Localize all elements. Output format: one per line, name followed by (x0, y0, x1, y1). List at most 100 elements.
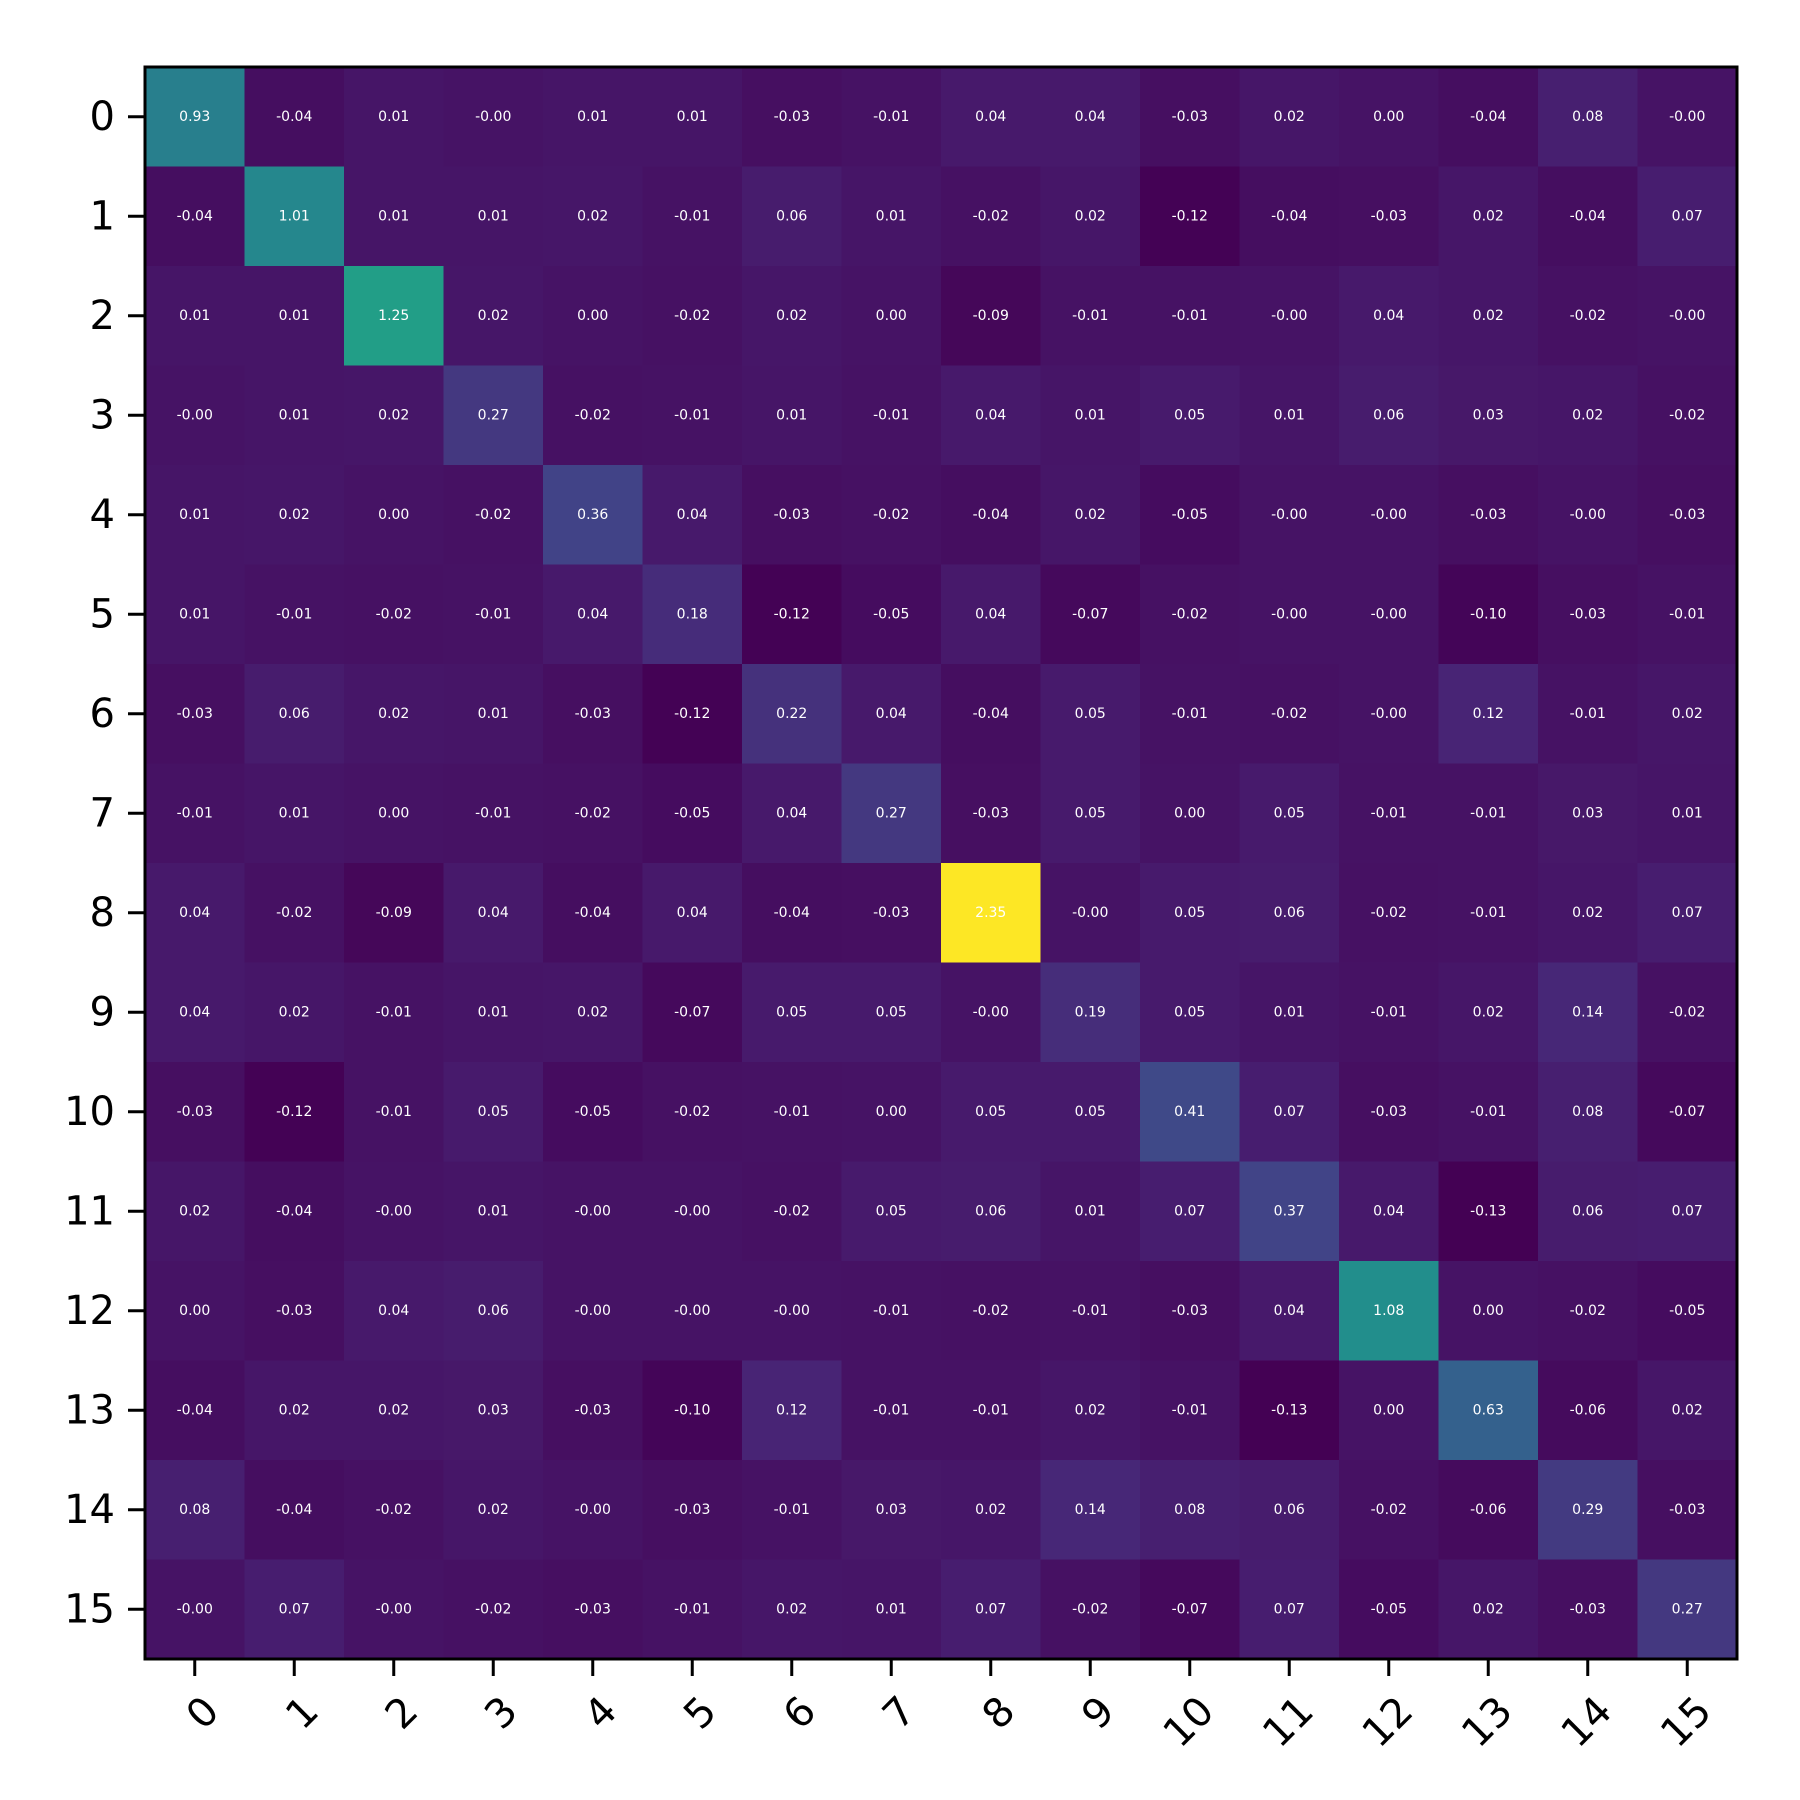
heatmap-cell (443, 1559, 544, 1660)
heatmap-cell (1637, 1360, 1738, 1461)
heatmap-cell-label: -0.01 (674, 208, 710, 224)
heatmap-cell (1239, 1360, 1340, 1461)
heatmap-cell (1538, 67, 1639, 168)
heatmap-cell-label: 0.05 (975, 1104, 1006, 1120)
heatmap-cell (1339, 1062, 1440, 1163)
heatmap-cell (941, 1360, 1042, 1461)
heatmap-cell (1637, 962, 1738, 1063)
heatmap-cell-label: 0.02 (1075, 507, 1106, 523)
heatmap-cell (1140, 664, 1241, 765)
heatmap-cell (244, 664, 345, 765)
heatmap-cell-label: 0.04 (876, 706, 907, 722)
heatmap-cell (742, 1360, 843, 1461)
heatmap-cell (1239, 465, 1340, 566)
heatmap-cell (344, 1460, 445, 1561)
heatmap-cell (1538, 763, 1639, 864)
heatmap-cell-label: 0.05 (776, 1004, 807, 1020)
heatmap-cell-label: 0.05 (876, 1203, 907, 1219)
heatmap-cell (1239, 365, 1340, 466)
y-tick-label: 1 (90, 193, 115, 239)
heatmap-cell (1538, 166, 1639, 267)
heatmap-cell-label: 0.01 (279, 308, 310, 324)
heatmap-cell (1538, 1062, 1639, 1163)
heatmap-cell (841, 962, 942, 1063)
heatmap-cell-label: 2.35 (975, 905, 1006, 921)
heatmap-cell (145, 365, 246, 466)
heatmap-cell (244, 1161, 345, 1262)
heatmap-cell-label: -0.01 (774, 1104, 810, 1120)
heatmap-cell (1239, 166, 1340, 267)
heatmap-cell (1538, 1460, 1639, 1561)
heatmap-cell (1438, 67, 1539, 168)
heatmap-cell (1538, 962, 1639, 1063)
heatmap-cell (1239, 266, 1340, 367)
heatmap-cell-label: 0.05 (876, 1004, 907, 1020)
heatmap-cell (1637, 67, 1738, 168)
heatmap-cell (1239, 1062, 1340, 1163)
heatmap-cell (1040, 664, 1141, 765)
heatmap-cell-label: 0.08 (1572, 109, 1603, 125)
heatmap-cell-label: -0.10 (1470, 606, 1506, 622)
heatmap-cell-label: 0.07 (1274, 1601, 1305, 1617)
heatmap-cell-label: 0.02 (776, 308, 807, 324)
heatmap-cell-label: 0.02 (279, 1402, 310, 1418)
heatmap-cell (742, 564, 843, 665)
heatmap-cell (1339, 1261, 1440, 1362)
heatmap-cell (1040, 166, 1141, 267)
heatmap-cell-label: -0.12 (774, 606, 810, 622)
heatmap-cell (742, 763, 843, 864)
heatmap-cell-label: 0.01 (1672, 805, 1703, 821)
heatmap-cell-label: 0.27 (1672, 1601, 1703, 1617)
heatmap-cell-label: -0.05 (1371, 1601, 1407, 1617)
heatmap-cell (1140, 1460, 1241, 1561)
heatmap-cell-label: 0.02 (179, 1203, 210, 1219)
heatmap-cell (443, 863, 544, 964)
heatmap-cell-label: 0.05 (1174, 407, 1205, 423)
heatmap-cell-label: -0.01 (1072, 1303, 1108, 1319)
heatmap-cell (1040, 1062, 1141, 1163)
heatmap-cell (1239, 1559, 1340, 1660)
heatmap-cell (1438, 1062, 1539, 1163)
heatmap-cell (642, 962, 743, 1063)
y-tick-label: 3 (90, 392, 115, 438)
heatmap-cell (1140, 1559, 1241, 1660)
heatmap-cell-label: 0.05 (1075, 805, 1106, 821)
heatmap-cell (1438, 664, 1539, 765)
heatmap-cell (1438, 1360, 1539, 1461)
heatmap-cell (742, 1559, 843, 1660)
heatmap-cell (841, 465, 942, 566)
heatmap-cell-label: -0.01 (774, 1502, 810, 1518)
heatmap-cell (1140, 1062, 1241, 1163)
heatmap-cell-label: 0.03 (1572, 805, 1603, 821)
heatmap-cell (1438, 1261, 1539, 1362)
heatmap-cell (145, 266, 246, 367)
heatmap-cell-label: -0.02 (475, 507, 511, 523)
x-tick-label: 13 (1453, 1688, 1522, 1757)
heatmap-cell-label: 0.29 (1572, 1502, 1603, 1518)
heatmap-cell-label: 0.08 (1174, 1502, 1205, 1518)
heatmap-cell-label: -0.01 (1470, 905, 1506, 921)
heatmap-cell-label: -0.02 (1570, 308, 1606, 324)
heatmap-cell (443, 166, 544, 267)
heatmap-cell-label: -0.00 (1271, 507, 1307, 523)
heatmap-cell-label: -0.03 (177, 1104, 213, 1120)
heatmap-cell (244, 365, 345, 466)
heatmap-cell (1239, 1460, 1340, 1561)
heatmap-cell-label: -0.01 (973, 1402, 1009, 1418)
heatmap-cell (941, 166, 1042, 267)
heatmap-cell (1040, 1559, 1141, 1660)
heatmap-cell (1339, 266, 1440, 367)
heatmap-cell-label: 0.00 (876, 1104, 907, 1120)
x-tick-label: 14 (1553, 1688, 1622, 1757)
heatmap-cell-label: -0.00 (774, 1303, 810, 1319)
heatmap-cell-label: -0.00 (1271, 308, 1307, 324)
heatmap-cell-label: -0.05 (575, 1104, 611, 1120)
heatmap-cell (543, 1161, 644, 1262)
heatmap-cell-label: -0.02 (1172, 606, 1208, 622)
heatmap-cell-label: -0.03 (575, 1601, 611, 1617)
heatmap-cell (344, 365, 445, 466)
heatmap-cell (1438, 266, 1539, 367)
heatmap-cell-label: -0.13 (1470, 1203, 1506, 1219)
heatmap-cell (244, 166, 345, 267)
